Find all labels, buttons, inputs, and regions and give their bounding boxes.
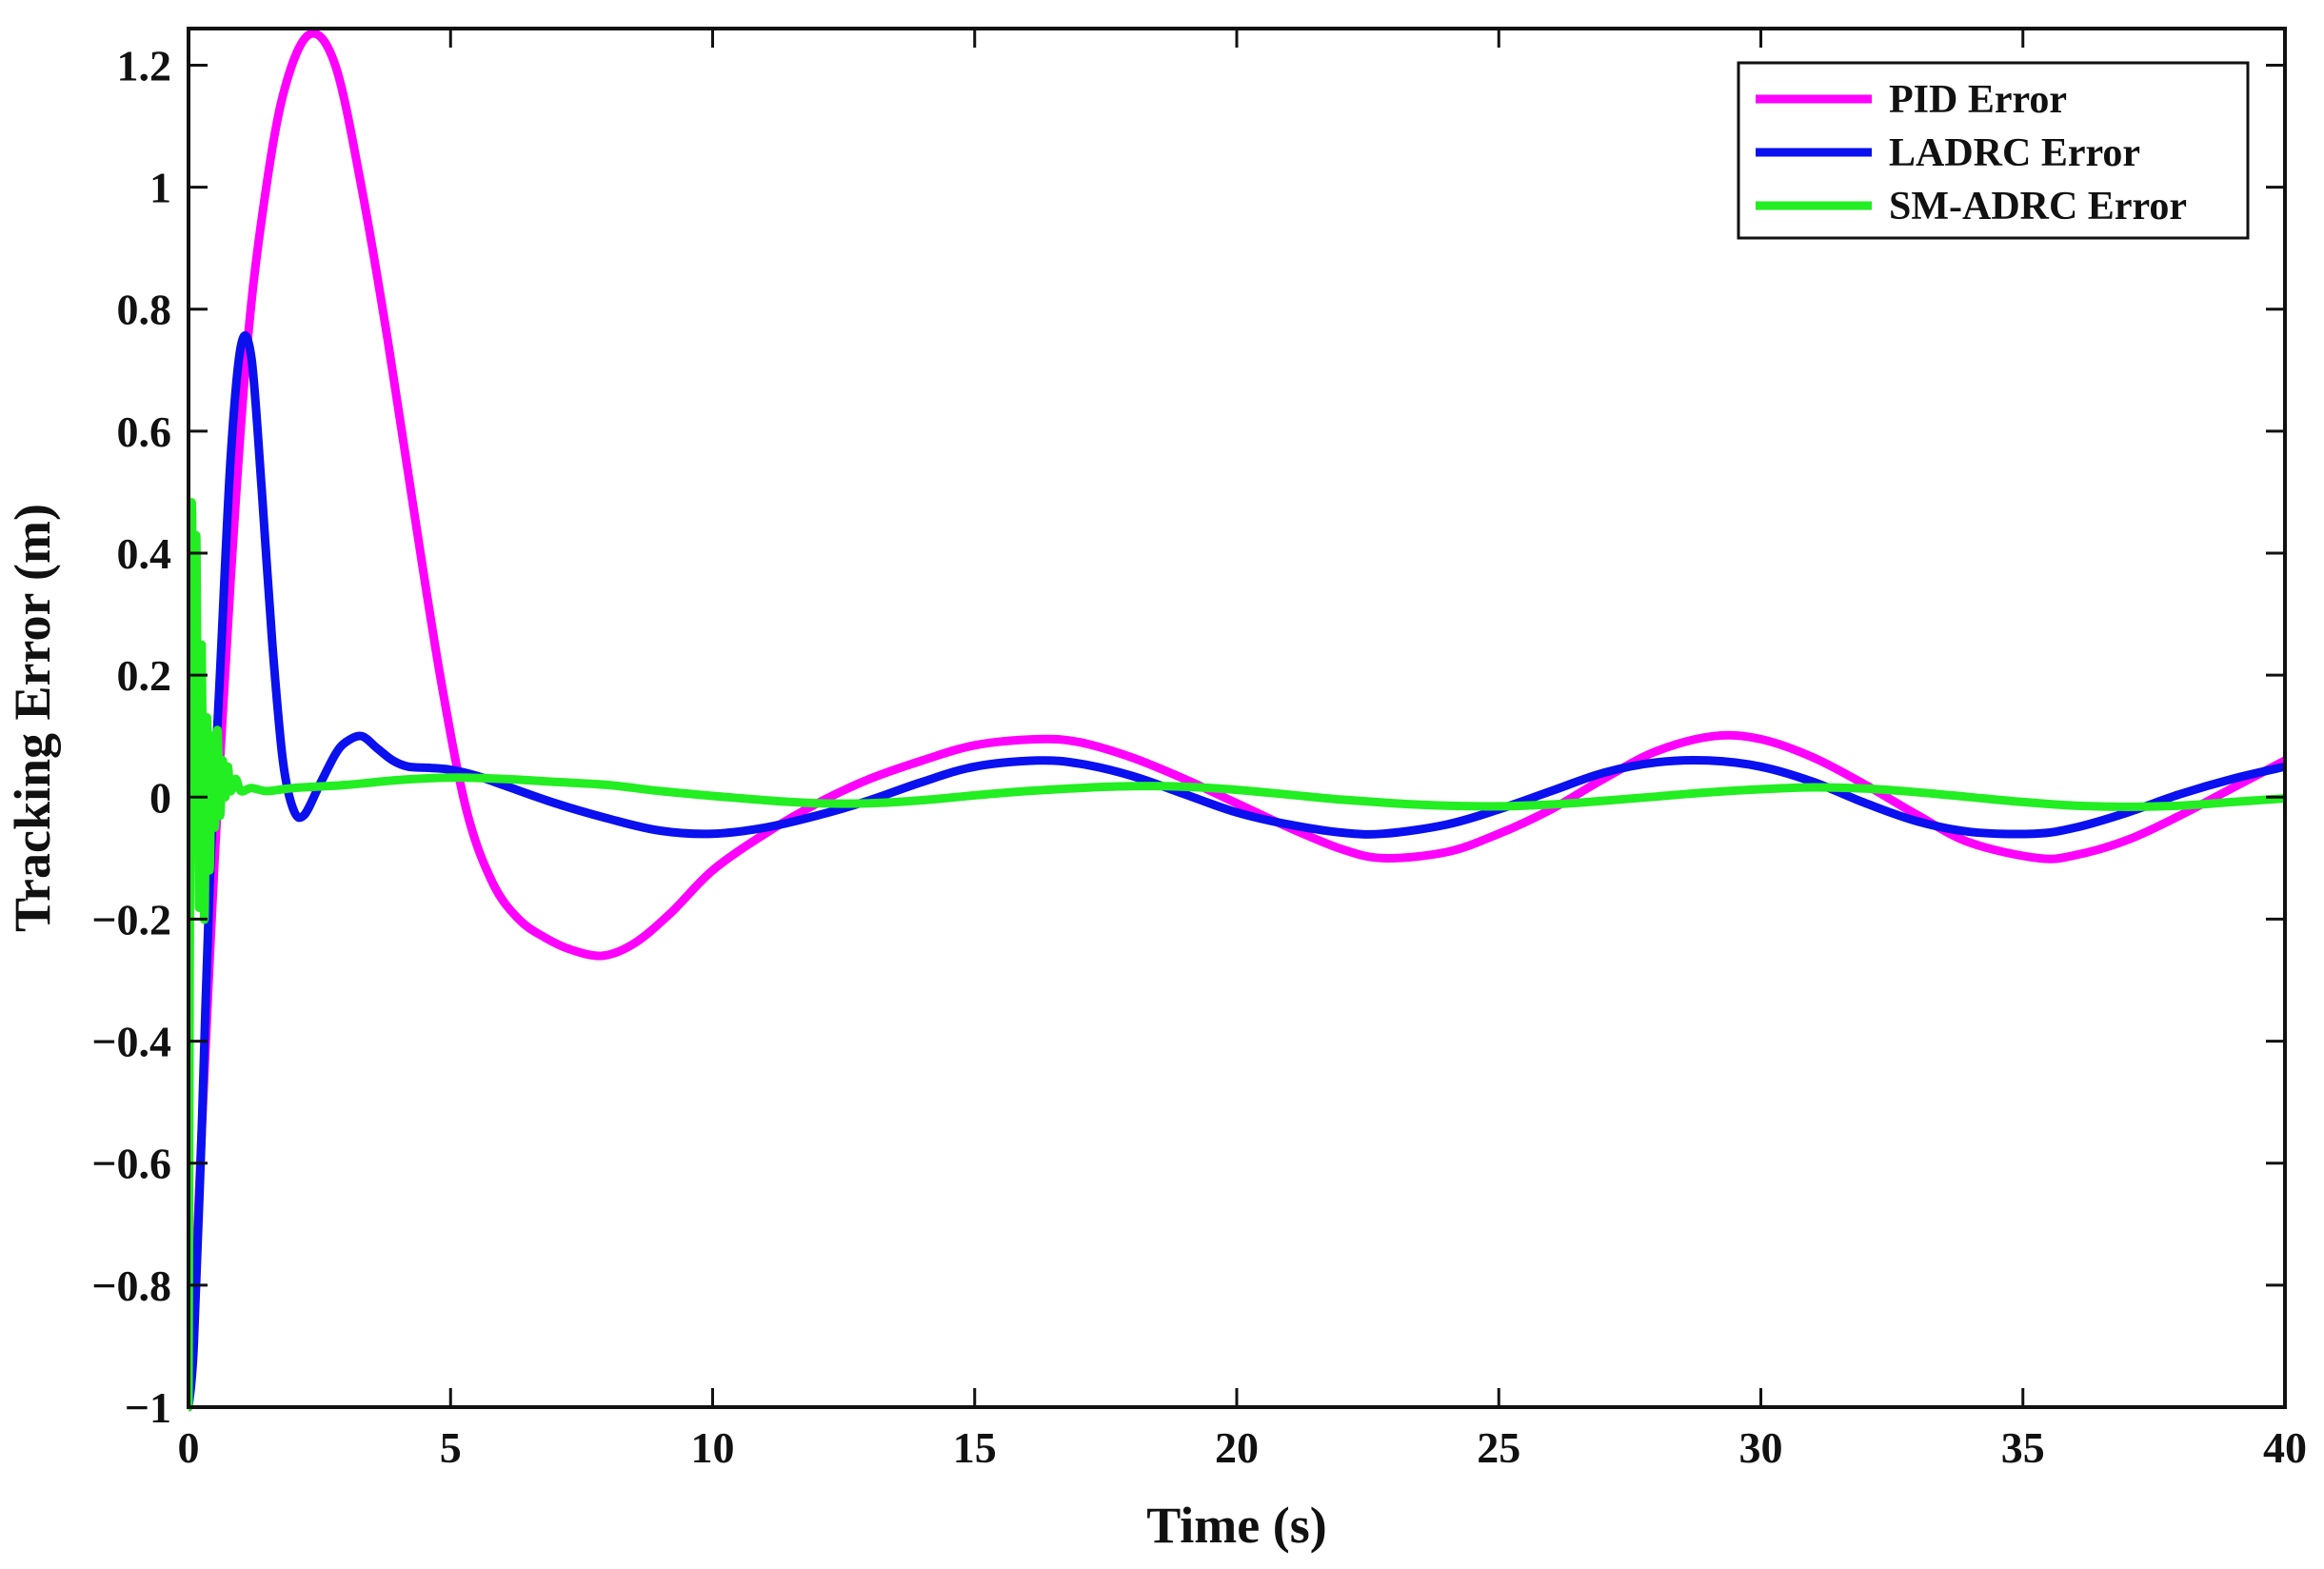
legend-entry-label: SM-ADRC Error [1889, 185, 2187, 228]
y-tick-label: −0.6 [91, 1140, 171, 1188]
y-tick-label: 1.2 [117, 41, 172, 89]
x-tick-label: 0 [178, 1423, 200, 1472]
x-axis-ticks: 0 5 10 15 20 25 30 35 40 [178, 29, 2307, 1472]
y-tick-label: 0.2 [117, 651, 172, 700]
y-tick-label: 0.6 [117, 407, 172, 456]
y-axis-ticks: −1 −0.8 −0.6 −0.4 −0.2 0 0.2 0.4 0.6 0.8 1 1.2 [91, 41, 2285, 1432]
y-tick-label: −0.4 [91, 1018, 171, 1066]
y-tick-label: 1 [149, 164, 171, 212]
x-tick-label: 25 [1477, 1423, 1520, 1472]
y-tick-label: 0.8 [117, 286, 172, 334]
y-tick-label: −1 [125, 1383, 171, 1432]
series-line-pid-error [189, 29, 2285, 1412]
x-tick-label: 40 [2263, 1423, 2307, 1472]
x-tick-label: 15 [953, 1423, 997, 1472]
y-axis-title: Tracking Error (m) [4, 504, 61, 932]
legend-entry-label: LADRC Error [1889, 131, 2140, 175]
x-axis-title: Time (s) [1146, 1497, 1326, 1554]
y-tick-label: −0.2 [91, 895, 171, 943]
y-tick-label: 0 [149, 773, 171, 822]
series-layer [189, 29, 2285, 1412]
y-tick-label: 0.4 [117, 529, 172, 578]
series-line-sm-adrc-error [189, 498, 2285, 1412]
x-tick-label: 5 [440, 1423, 462, 1472]
series-line-ladrc-error [189, 331, 2285, 1412]
x-tick-label: 10 [691, 1423, 735, 1472]
legend: PID Error LADRC Error SM-ADRC Error [1737, 61, 2250, 240]
x-tick-label: 30 [1739, 1423, 1783, 1472]
x-tick-label: 20 [1215, 1423, 1259, 1472]
legend-entry-label: PID Error [1889, 78, 2067, 122]
y-tick-label: −0.8 [91, 1261, 171, 1310]
x-tick-label: 35 [2001, 1423, 2045, 1472]
